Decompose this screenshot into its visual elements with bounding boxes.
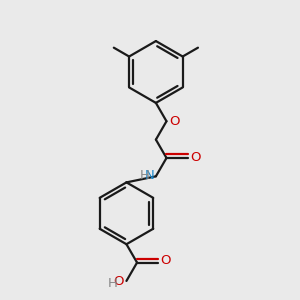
Text: H: H <box>108 278 118 290</box>
Text: O: O <box>169 115 179 128</box>
Text: H: H <box>140 169 149 182</box>
Text: N: N <box>144 169 154 182</box>
Text: O: O <box>190 152 200 164</box>
Text: O: O <box>160 254 171 267</box>
Text: O: O <box>114 275 124 288</box>
